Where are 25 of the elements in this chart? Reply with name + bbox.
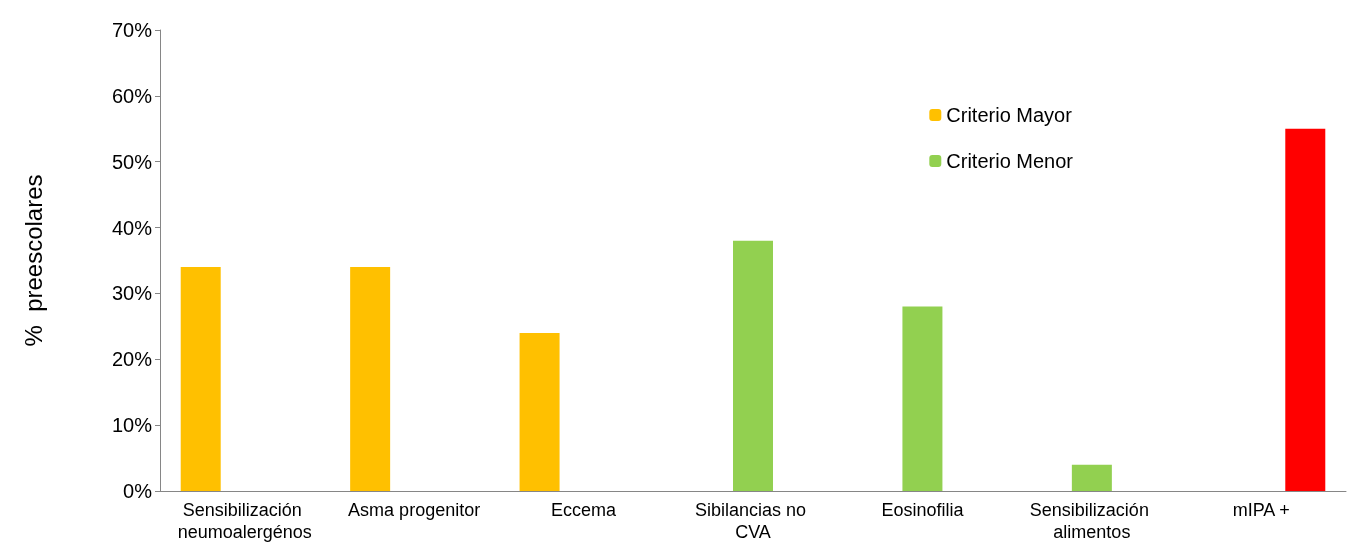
x-tick-label: Sibilancias no CVA — [694, 500, 812, 542]
y-tick-label: 40% — [111, 216, 153, 239]
x-tick-label: mIPA + — [1232, 500, 1290, 520]
y-tick-label: 60% — [111, 84, 153, 107]
y-tick-label: 0% — [123, 480, 153, 502]
x-tick-label: Sensibilización neumoalergénos — [177, 500, 312, 542]
y-tick-label: 50% — [111, 150, 153, 173]
y-tick-label: 70% — [111, 19, 153, 41]
x-tick-label: Eccema — [551, 500, 618, 520]
bar — [902, 306, 943, 491]
bar — [350, 267, 391, 491]
y-tick-label: 20% — [111, 348, 153, 371]
bar — [733, 240, 773, 491]
x-tick-label: Asma progenitor — [348, 500, 481, 520]
bar — [1285, 128, 1326, 491]
legend-label: Criterio Mayor — [946, 104, 1073, 126]
bar — [519, 332, 560, 491]
y-tick-label: 10% — [111, 414, 153, 437]
x-tick-label: Sensibilización alimentos — [1029, 500, 1154, 542]
x-tick-label: Eosinofilia — [881, 500, 965, 520]
y-axis-title: % preescolares — [19, 174, 47, 347]
bar — [1071, 464, 1112, 491]
bar — [180, 267, 221, 491]
y-tick-label: 30% — [111, 282, 153, 305]
legend-label: Criterio Menor — [946, 150, 1074, 172]
